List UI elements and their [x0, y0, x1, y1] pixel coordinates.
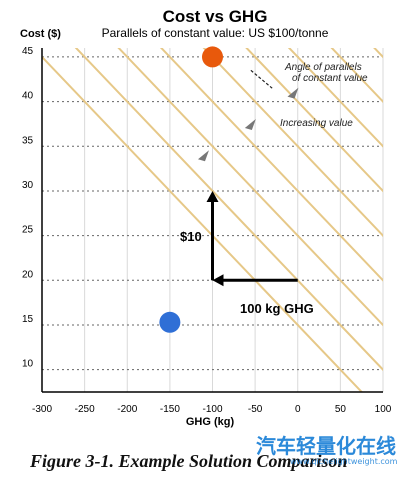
tick-labels: -300 -250 -200 -150 -100 -50 0 50 100 10 15 20 25 30 3…	[22, 46, 392, 415]
chart-title: Cost vs GHG	[163, 7, 268, 26]
x-tick-label: -50	[248, 404, 263, 415]
horizontal-arrow-label: 100 kg GHG	[240, 301, 314, 316]
direction-marker	[287, 87, 299, 99]
direction-marker	[197, 150, 209, 162]
data-point	[159, 311, 181, 333]
x-tick-label: -150	[160, 404, 180, 415]
vertical-arrow-head	[206, 190, 219, 202]
x-tick-label: -200	[117, 404, 137, 415]
constant-value-line	[287, 48, 383, 148]
figure-caption: Figure 3-1. Example Solution Comparison	[30, 451, 348, 471]
angle-note-line1: Angle of parallels	[284, 62, 362, 73]
x-tick-label: 100	[375, 404, 392, 415]
watermark-url: www.qichelightweight.com	[290, 457, 398, 466]
x-tick-label: 0	[295, 404, 301, 415]
x-axis-label: GHG (kg)	[186, 416, 235, 428]
data-points	[159, 46, 223, 333]
x-tick-label: -250	[75, 404, 95, 415]
watermark-logo: 汽车轻量化在线	[256, 434, 396, 458]
y-tick-label: 35	[22, 135, 34, 146]
y-tick-label: 15	[22, 314, 34, 325]
y-tick-label: 20	[22, 269, 34, 280]
constant-value-line	[330, 48, 383, 104]
x-tick-label: -100	[202, 404, 222, 415]
arrows	[206, 190, 298, 287]
axes	[41, 48, 383, 393]
y-tick-label: 10	[22, 359, 34, 370]
constant-value-line	[117, 48, 383, 327]
data-point	[202, 46, 223, 68]
x-tick-label: 50	[335, 404, 347, 415]
constant-value-line	[245, 48, 383, 193]
y-tick-label: 30	[22, 180, 34, 191]
direction-marker	[244, 118, 256, 130]
cost-vs-ghg-chart: -300 -250 -200 -150 -100 -50 0 50 100 10 15 20 25 30 3…	[20, 7, 392, 428]
y-axis-label: Cost ($)	[20, 28, 61, 40]
direction-markers	[197, 69, 299, 162]
y-tick-label: 45	[22, 46, 34, 57]
constant-value-line	[159, 48, 383, 282]
y-tick-label: 25	[22, 225, 34, 236]
horizontal-arrow-head	[212, 274, 224, 287]
y-tick-label: 40	[22, 91, 34, 102]
vertical-arrow-label: $10	[180, 229, 202, 244]
angle-note-line2: of constant value	[292, 73, 368, 84]
chart-subtitle: Parallels of constant value: US $100/ton…	[102, 26, 329, 40]
increasing-value-note: Increasing value	[280, 118, 353, 129]
x-tick-label: -300	[32, 404, 52, 415]
